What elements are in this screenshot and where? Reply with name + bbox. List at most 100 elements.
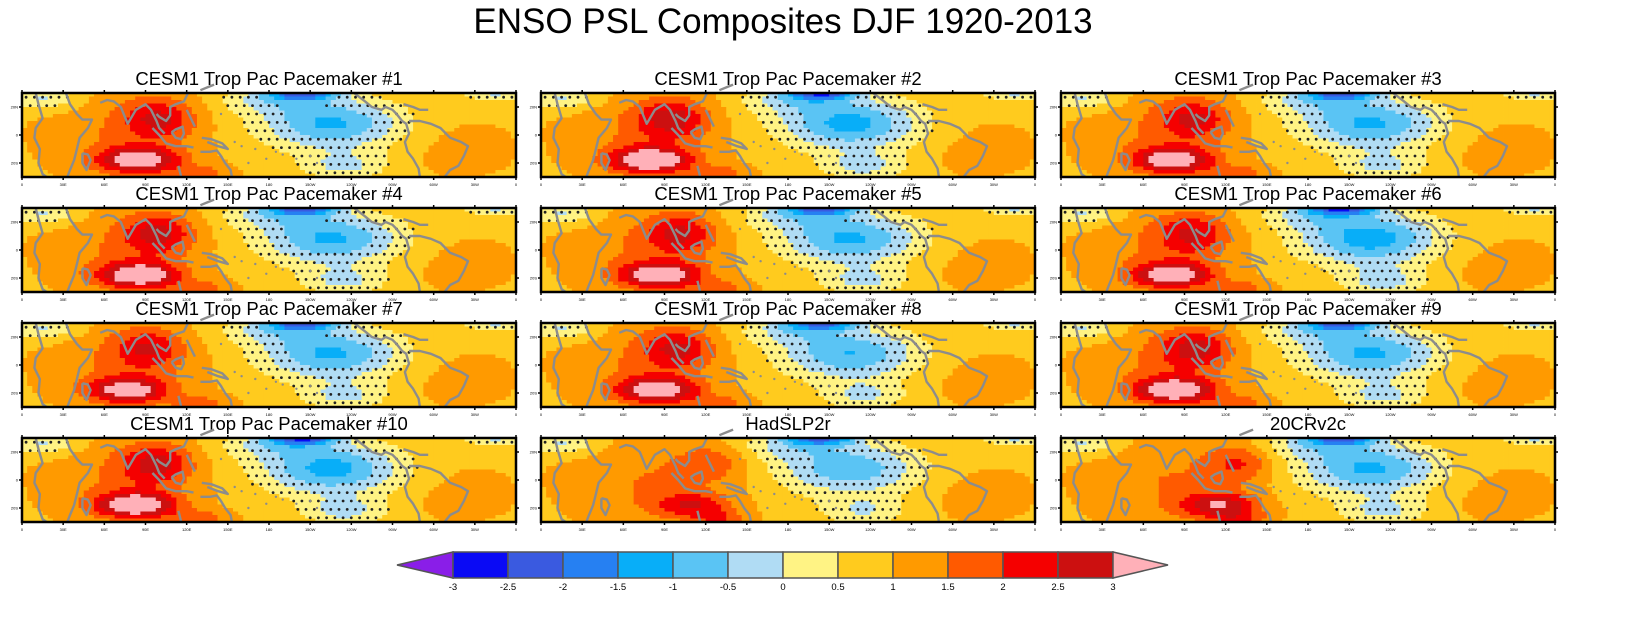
field-cell — [649, 121, 655, 125]
field-cell — [700, 142, 707, 146]
field-cell — [885, 100, 892, 104]
field-cell — [906, 159, 912, 164]
stipple-dot — [893, 171, 897, 175]
field-cell — [741, 149, 748, 153]
field-cell — [263, 128, 270, 132]
field-cell — [546, 110, 552, 115]
field-cell — [510, 96, 517, 101]
field-cell — [145, 114, 152, 118]
field-cell — [1019, 166, 1026, 171]
field-cell — [1029, 142, 1036, 146]
field-cell — [438, 156, 445, 160]
stipple-dot — [226, 104, 230, 107]
field-cell — [176, 107, 182, 111]
field-cell — [387, 142, 393, 146]
field-cell — [962, 142, 969, 146]
field-cell — [875, 149, 882, 153]
field-cell — [258, 107, 265, 111]
field-cell — [860, 152, 866, 157]
field-cell — [166, 131, 172, 136]
field-cell — [860, 96, 866, 101]
field-cell — [952, 128, 959, 132]
field-cell — [443, 142, 450, 146]
field-cell — [721, 145, 727, 150]
field-cell — [238, 131, 244, 136]
field-cell — [202, 114, 208, 118]
field-cell — [114, 163, 121, 167]
field-cell — [315, 145, 321, 150]
field-cell — [510, 107, 517, 111]
field-cell — [130, 117, 136, 122]
field-cell — [510, 135, 517, 139]
field-cell — [186, 107, 193, 111]
field-cell — [222, 152, 229, 157]
field-cell — [788, 159, 794, 164]
field-cell — [505, 103, 512, 108]
field-cell — [150, 170, 157, 174]
field-cell — [839, 121, 846, 125]
field-cell — [957, 152, 964, 157]
field-cell — [145, 110, 152, 115]
field-cell — [428, 173, 435, 178]
field-cell — [1004, 156, 1010, 160]
stipple-dot — [288, 129, 291, 133]
field-cell — [561, 121, 568, 125]
field-cell — [751, 110, 758, 115]
field-cell — [541, 163, 547, 167]
field-cell — [371, 96, 378, 101]
field-cell — [582, 128, 588, 132]
field-cell — [191, 163, 198, 167]
field-cell — [875, 159, 882, 164]
field-cell — [500, 117, 507, 122]
field-cell — [788, 142, 794, 146]
field-cell — [988, 166, 995, 171]
field-cell — [351, 110, 357, 115]
field-cell — [932, 114, 938, 118]
field-cell — [607, 142, 614, 146]
stipple-dot — [889, 95, 893, 99]
field-cell — [957, 124, 964, 129]
field-cell — [782, 128, 789, 132]
field-cell — [495, 103, 501, 108]
field-cell — [191, 103, 198, 108]
field-cell — [382, 128, 388, 132]
field-cell — [42, 135, 49, 139]
field-cell — [767, 124, 773, 129]
field-cell — [1029, 114, 1036, 118]
field-cell — [99, 124, 105, 129]
field-cell — [63, 131, 69, 136]
stipple-dot — [242, 104, 246, 107]
field-cell — [263, 131, 270, 136]
field-cell — [638, 93, 645, 97]
field-cell — [916, 107, 923, 111]
field-cell — [485, 138, 491, 143]
field-cell — [377, 103, 383, 108]
field-cell — [418, 114, 424, 118]
field-cell — [27, 149, 33, 153]
field-cell — [865, 142, 871, 146]
field-cell — [885, 96, 892, 101]
field-cell — [130, 159, 136, 164]
field-cell — [88, 152, 95, 157]
field-cell — [633, 145, 640, 150]
field-cell — [911, 156, 918, 160]
field-cell — [320, 128, 327, 132]
field-cell — [402, 166, 409, 171]
field-cell — [880, 117, 887, 122]
field-cell — [104, 170, 110, 174]
field-cell — [541, 103, 547, 108]
field-cell — [335, 93, 342, 97]
field-cell — [269, 163, 275, 167]
field-cell — [160, 149, 167, 153]
stipple-dot — [345, 146, 349, 150]
field-cell — [623, 152, 629, 157]
field-cell — [171, 107, 177, 111]
field-cell — [505, 124, 512, 129]
field-cell — [1029, 96, 1036, 101]
stipple-dot — [308, 171, 312, 175]
field-cell — [1009, 93, 1015, 97]
field-cell — [772, 156, 779, 160]
field-cell — [628, 156, 635, 160]
field-cell — [942, 131, 948, 136]
field-cell — [803, 156, 809, 160]
